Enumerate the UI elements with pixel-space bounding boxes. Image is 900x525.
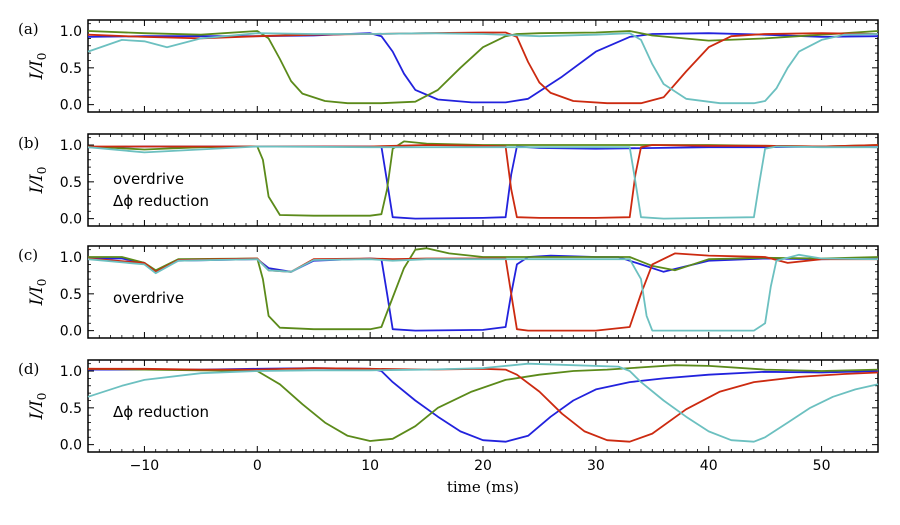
y-axis-label: I/I0 xyxy=(27,393,49,421)
panel-label: (b) xyxy=(18,134,39,152)
panel-3: (d) I/I0 0.0 0.5 1.0 Δϕ reduction −10 0 10 20 30 40… xyxy=(18,359,879,496)
panel-0: (a) I/I0 0.0 0.5 1.0 xyxy=(18,19,879,114)
y-tick-label: 0.5 xyxy=(60,175,82,191)
series-line-cyan xyxy=(87,362,879,443)
x-tick-label: −10 xyxy=(130,458,160,474)
series-line-cyan xyxy=(87,32,879,105)
y-tick-label: 0.0 xyxy=(60,98,82,114)
y-tick-label: 0.5 xyxy=(60,287,82,303)
y-axis-label: I/I0 xyxy=(27,167,49,195)
x-tick-label: 30 xyxy=(587,458,605,474)
panel-label: (a) xyxy=(18,20,39,38)
x-tick-label: 20 xyxy=(474,458,492,474)
y-tick-label: 0.0 xyxy=(60,324,82,340)
series-line-cyan xyxy=(87,145,878,220)
x-tick-label: 50 xyxy=(813,458,831,474)
panel-label: (c) xyxy=(18,246,38,264)
y-tick-label: 1.0 xyxy=(60,24,82,40)
x-axis-label: time (ms) xyxy=(447,478,519,496)
y-tick-label: 0.5 xyxy=(60,401,82,417)
series-line-cyan xyxy=(87,253,879,332)
y-tick-label: 0.0 xyxy=(60,212,82,228)
series-line-red xyxy=(87,31,879,105)
panel-1: (b) I/I0 0.0 0.5 1.0 overdrive Δϕ reduction xyxy=(18,133,879,228)
series-line-red xyxy=(87,252,878,332)
panel-label: (d) xyxy=(18,360,39,378)
panel-annotation: Δϕ reduction xyxy=(113,192,209,210)
panel-annotation: overdrive xyxy=(113,289,184,307)
x-tick-label: 0 xyxy=(253,458,262,474)
series-line-green xyxy=(87,364,879,442)
y-axis-label: I/I0 xyxy=(27,53,49,81)
series-line-blue xyxy=(88,254,879,332)
panel-annotation: Δϕ reduction xyxy=(113,403,209,421)
y-tick-label: 0.0 xyxy=(60,438,82,454)
y-tick-label: 1.0 xyxy=(60,364,82,380)
panel-annotation: overdrive xyxy=(113,170,184,188)
y-tick-label: 1.0 xyxy=(60,138,82,154)
x-tick-label: 40 xyxy=(700,458,718,474)
series-line-blue xyxy=(87,32,879,104)
series-line-red xyxy=(88,367,879,443)
series-line-green xyxy=(87,30,879,105)
panel-2: (c) I/I0 0.0 0.5 1.0 overdrive xyxy=(18,245,879,340)
x-tick-label: 10 xyxy=(361,458,379,474)
y-tick-label: 0.5 xyxy=(60,61,82,77)
y-tick-label: 1.0 xyxy=(60,250,82,266)
y-axis-label: I/I0 xyxy=(27,279,49,307)
